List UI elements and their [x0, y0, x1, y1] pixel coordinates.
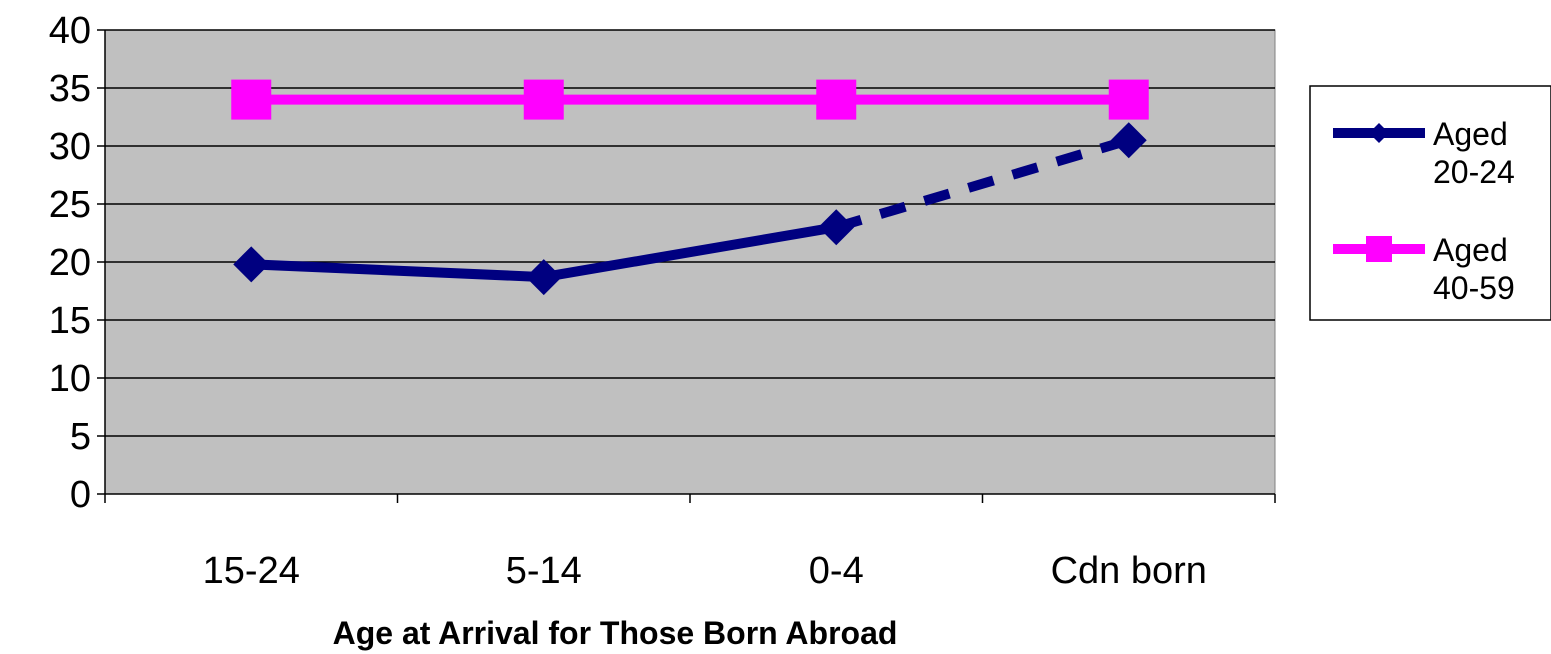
data-point-marker [1108, 79, 1149, 120]
legend-box [1309, 85, 1551, 321]
series-line-segment [538, 222, 842, 283]
x-axis-ticks: 15-24 5-14 0-4 Cdn born [104, 494, 1276, 592]
data-point-marker [523, 79, 564, 120]
x-tick-label: Cdn born [1051, 550, 1207, 592]
legend-item: Aged 20-24 [1333, 116, 1515, 190]
series-line-segment [834, 135, 1131, 232]
legend: Aged 20-24 Aged 40-59 [1309, 85, 1551, 321]
legend-label: Aged 40-59 [1433, 232, 1515, 306]
data-point-marker [231, 79, 272, 120]
data-point-marker [525, 259, 562, 296]
data-point-marker [818, 209, 855, 246]
y-tick-label: 25 [49, 184, 91, 226]
data-point-marker [816, 79, 857, 120]
x-axis-title: Age at Arrival for Those Born Abroad [333, 615, 898, 651]
y-tick-label: 0 [70, 474, 91, 516]
y-tick-label: 40 [49, 10, 91, 52]
y-tick-label: 35 [49, 68, 91, 110]
series-line-segment [246, 259, 549, 283]
y-tick-label: 30 [49, 126, 91, 168]
y-tick-label: 10 [49, 358, 91, 400]
x-tick-label: 0-4 [809, 550, 864, 592]
legend-swatch-marker [1369, 123, 1389, 143]
legend-swatch-marker [1366, 236, 1392, 262]
data-point-marker [1110, 122, 1147, 159]
series-2 [231, 79, 1149, 120]
series-layer [231, 79, 1149, 296]
data-point-marker [233, 246, 270, 283]
y-tick-label: 5 [70, 416, 91, 458]
y-axis-ticks: 0 5 10 15 20 25 30 35 40 [49, 10, 105, 516]
y-tick-label: 20 [49, 242, 91, 284]
legend-label: Aged 20-24 [1433, 116, 1515, 190]
legend-item: Aged 40-59 [1333, 232, 1515, 306]
series-1 [233, 122, 1147, 296]
y-tick-label: 15 [49, 300, 91, 342]
gridlines [105, 29, 1275, 437]
x-tick-label: 15-24 [203, 550, 300, 592]
x-tick-label: 5-14 [506, 550, 582, 592]
